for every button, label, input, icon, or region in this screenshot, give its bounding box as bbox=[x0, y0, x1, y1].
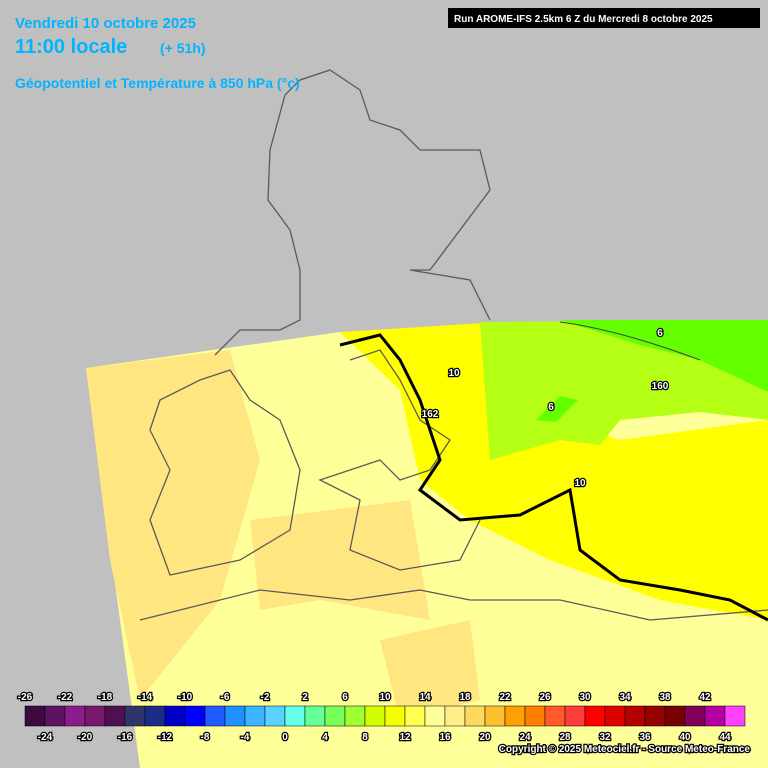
scale-label: 24 bbox=[519, 732, 531, 743]
run-info: Run AROME-IFS 2.5km 6 Z du Mercredi 8 oc… bbox=[454, 14, 713, 25]
scale-label: 6 bbox=[342, 692, 348, 703]
scale-swatch bbox=[584, 705, 606, 727]
contour-label: 10 bbox=[574, 478, 586, 489]
contour-label: 6 bbox=[548, 402, 554, 413]
warm-patch bbox=[250, 500, 430, 620]
scale-swatch bbox=[384, 705, 406, 727]
scale-label: 10 bbox=[379, 692, 391, 703]
lead: (+ 51h) bbox=[160, 40, 206, 56]
warm-patch bbox=[86, 350, 260, 700]
scale-label: -6 bbox=[221, 692, 230, 703]
scale-swatch bbox=[304, 705, 326, 727]
warm-patch bbox=[380, 620, 480, 720]
contour-label: 162 bbox=[422, 409, 439, 420]
scale-label: 40 bbox=[679, 732, 691, 743]
contour-label: 10 bbox=[448, 368, 460, 379]
scale-swatch bbox=[64, 705, 86, 727]
scale-label: 44 bbox=[719, 732, 731, 743]
scale-swatch bbox=[484, 705, 506, 727]
run-box bbox=[448, 8, 760, 28]
scale-swatch bbox=[724, 705, 746, 727]
scale-swatch bbox=[684, 705, 706, 727]
scale-label: 18 bbox=[459, 692, 471, 703]
scale-swatch bbox=[444, 705, 466, 727]
scale-swatch bbox=[284, 705, 306, 727]
scale-label: 16 bbox=[439, 732, 451, 743]
scale-label: 30 bbox=[579, 692, 591, 703]
time: 11:00 locale bbox=[15, 36, 127, 58]
scale-label: -20 bbox=[78, 732, 93, 743]
scale-swatch bbox=[164, 705, 186, 727]
scale-swatch bbox=[264, 705, 286, 727]
scale-label: -26 bbox=[18, 692, 33, 703]
scale-label: 32 bbox=[599, 732, 611, 743]
scale-label: -16 bbox=[118, 732, 133, 743]
scale-label: 2 bbox=[302, 692, 308, 703]
scale-swatch bbox=[404, 705, 426, 727]
scale-swatch bbox=[104, 705, 126, 727]
scale-swatch bbox=[364, 705, 386, 727]
scale-swatch bbox=[244, 705, 266, 727]
scale-label: 12 bbox=[399, 732, 411, 743]
coastline bbox=[214, 69, 491, 356]
date: Vendredi 10 octobre 2025 bbox=[15, 15, 196, 32]
scale-label: 14 bbox=[419, 692, 431, 703]
scale-swatch bbox=[224, 705, 246, 727]
copyright: Copyright © 2025 Meteociel.fr - Source M… bbox=[499, 744, 751, 755]
scale-swatch bbox=[204, 705, 226, 727]
scale-swatch bbox=[464, 705, 486, 727]
scale-swatch bbox=[624, 705, 646, 727]
green-cell bbox=[536, 396, 578, 422]
scale-label: -14 bbox=[138, 692, 153, 703]
scale-label: -4 bbox=[241, 732, 250, 743]
scale-swatch bbox=[424, 705, 446, 727]
scale-label: 34 bbox=[619, 692, 631, 703]
scale-swatch bbox=[44, 705, 66, 727]
scale-label: -24 bbox=[38, 732, 53, 743]
scale-label: -18 bbox=[98, 692, 113, 703]
scale-label: -12 bbox=[158, 732, 173, 743]
scale-label: 42 bbox=[699, 692, 711, 703]
yellow-zone bbox=[340, 322, 768, 620]
scale-label: 20 bbox=[479, 732, 491, 743]
scale-label: 8 bbox=[362, 732, 368, 743]
scale-swatch bbox=[504, 705, 526, 727]
coastline bbox=[149, 369, 301, 576]
border bbox=[339, 333, 768, 622]
scale-label: 28 bbox=[559, 732, 571, 743]
scale-swatch bbox=[544, 705, 566, 727]
scale-label: -22 bbox=[58, 692, 73, 703]
green-zone bbox=[560, 320, 768, 392]
scale-swatch bbox=[124, 705, 146, 727]
scale-label: -2 bbox=[261, 692, 270, 703]
scale-swatch bbox=[564, 705, 586, 727]
scale-swatch bbox=[184, 705, 206, 727]
scale-label: 0 bbox=[282, 732, 288, 743]
scale-swatch bbox=[344, 705, 366, 727]
scale-label: 26 bbox=[539, 692, 551, 703]
scale-label: -8 bbox=[201, 732, 210, 743]
coastline bbox=[139, 589, 768, 621]
scale-swatch bbox=[604, 705, 626, 727]
scale-swatch bbox=[324, 705, 346, 727]
contour-label: 160 bbox=[652, 381, 669, 392]
scale-swatch bbox=[24, 705, 46, 727]
scale-label: 36 bbox=[639, 732, 651, 743]
field: Géopotentiel et Température à 850 hPa (°… bbox=[15, 75, 300, 91]
contour bbox=[559, 321, 701, 361]
scale-swatch bbox=[704, 705, 726, 727]
scale-swatch bbox=[144, 705, 166, 727]
scale-swatch bbox=[664, 705, 686, 727]
scale-label: -10 bbox=[178, 692, 193, 703]
scale-swatch bbox=[84, 705, 106, 727]
contour-label: 6 bbox=[657, 328, 663, 339]
scale-swatch bbox=[524, 705, 546, 727]
scale-label: 22 bbox=[499, 692, 511, 703]
coastline bbox=[318, 349, 481, 571]
scale-label: 38 bbox=[659, 692, 671, 703]
scale-swatch bbox=[644, 705, 666, 727]
scale-label: 4 bbox=[322, 732, 328, 743]
